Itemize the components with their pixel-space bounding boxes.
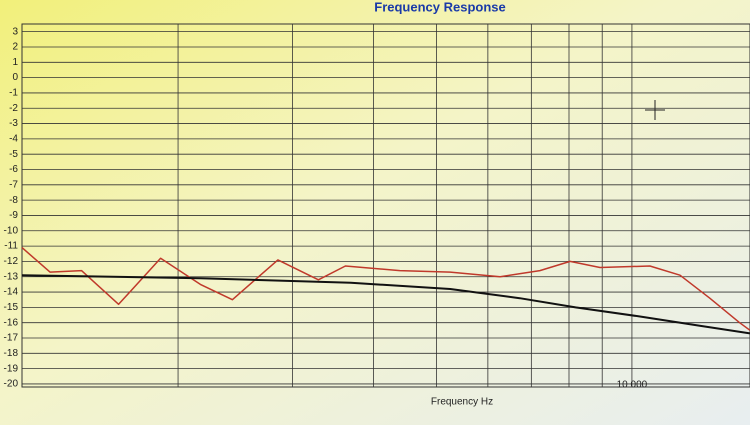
y-tick-label: -18	[4, 348, 19, 359]
y-tick-label: -9	[9, 210, 18, 221]
cursor	[645, 100, 665, 120]
y-tick-label: 2	[12, 42, 18, 53]
y-tick-label: -20	[4, 379, 19, 390]
y-tick-label: -13	[4, 271, 19, 282]
y-tick-label: 3	[12, 26, 18, 37]
y-tick-label: -8	[9, 195, 18, 206]
y-tick-label: -7	[9, 179, 18, 190]
x-axis-label: Frequency Hz	[431, 397, 493, 408]
y-tick-label: -14	[4, 287, 19, 298]
y-tick-label: -16	[4, 317, 19, 328]
y-tick-label: 1	[12, 57, 18, 68]
y-tick-label: 0	[12, 72, 18, 83]
y-tick-label: -12	[4, 256, 19, 267]
y-tick-label: -4	[9, 134, 18, 145]
plot-frame	[21, 23, 750, 388]
y-tick-label: -15	[4, 302, 19, 313]
y-tick-label: -6	[9, 164, 18, 175]
y-tick-label: -19	[4, 363, 19, 374]
data-line	[21, 247, 750, 331]
x-tick-label: 10 000	[617, 380, 648, 391]
y-tick-label: -3	[9, 118, 18, 129]
chart-title: Frequency Response	[374, 0, 506, 14]
y-tick-label: -11	[4, 241, 18, 252]
y-tick-label: -5	[9, 149, 18, 160]
y-tick-label: -10	[4, 225, 19, 236]
y-tick-label: -1	[9, 88, 18, 99]
y-tick-label: -2	[9, 103, 18, 114]
data-line	[21, 274, 750, 335]
y-tick-label: -17	[4, 333, 19, 344]
